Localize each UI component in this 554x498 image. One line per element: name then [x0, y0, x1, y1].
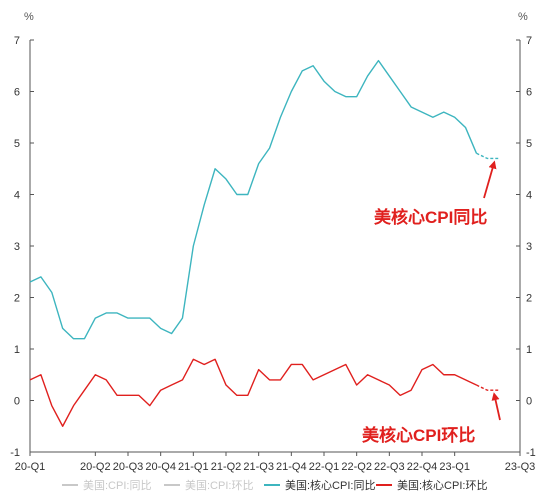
- series-line-2: [29, 59, 478, 340]
- annotation-label: 美核心CPI同比: [374, 207, 487, 227]
- x-tick-label: 23-Q1: [439, 461, 470, 473]
- left-y-tick-label: 0: [14, 396, 20, 408]
- left-axis-unit: %: [24, 11, 34, 23]
- x-tick-label: 22-Q3: [374, 461, 405, 473]
- legend-label: 美国:核心CPI:环比: [397, 478, 487, 492]
- axes: % % -1 -1 0 0 1 1 2 2 3 3 4 4 5 5 6 6 7 7 20-Q1 20-Q2 20-Q3 20-…: [10, 11, 536, 473]
- x-tick-label: 20-Q4: [145, 461, 176, 473]
- x-tick-label: 22-Q2: [341, 461, 372, 473]
- right-y-tick-label: -1: [526, 447, 536, 459]
- legend-label: 美国:CPI:环比: [185, 479, 253, 492]
- x-tick-label: 20-Q3: [113, 461, 144, 473]
- right-axis-unit: %: [518, 11, 528, 23]
- x-tick-label: 21-Q1: [178, 461, 209, 473]
- x-tick-label: 20-Q1: [15, 461, 46, 473]
- right-y-tick-label: 1: [526, 344, 532, 356]
- x-tick-label: 21-Q2: [211, 461, 242, 473]
- x-tick-label: 20-Q2: [80, 461, 111, 473]
- left-y-tick-label: 5: [14, 138, 20, 150]
- annotation-arrow: [483, 160, 497, 199]
- annotation-label: 美核心CPI环比: [362, 425, 475, 445]
- annotation-arrow: [491, 392, 501, 421]
- right-y-tick-label: 3: [526, 241, 532, 253]
- left-y-tick-label: 6: [14, 87, 20, 99]
- legend: 美国:CPI:同比 美国:CPI:环比 美国:核心CPI:同比 美国:核心CPI:环比: [62, 478, 487, 492]
- x-tick-label: 22-Q1: [309, 461, 340, 473]
- legend-label: 美国:CPI:同比: [83, 479, 151, 492]
- series-line-dashed-2: [476, 152, 499, 160]
- left-y-tick-label: 7: [14, 35, 20, 47]
- right-y-tick-label: 4: [526, 190, 532, 202]
- right-y-tick-label: 0: [526, 396, 532, 408]
- left-y-tick-label: 2: [14, 293, 20, 305]
- left-y-tick-label: 1: [14, 344, 20, 356]
- x-tick-label: 22-Q4: [407, 461, 438, 473]
- x-tick-label: 21-Q4: [276, 461, 307, 473]
- legend-label: 美国:核心CPI:同比: [285, 478, 375, 492]
- series-layer: [29, 59, 499, 427]
- right-y-tick-label: 6: [526, 87, 532, 99]
- right-y-tick-label: 7: [526, 35, 532, 47]
- series-line-3: [29, 358, 477, 427]
- right-y-tick-label: 5: [526, 138, 532, 150]
- series-line-dashed-3: [476, 384, 499, 391]
- right-y-tick-label: 2: [526, 293, 532, 305]
- left-y-tick-label: -1: [10, 447, 20, 459]
- x-tick-label: 21-Q3: [243, 461, 274, 473]
- left-y-tick-label: 4: [14, 190, 20, 202]
- left-y-tick-label: 3: [14, 241, 20, 253]
- x-tick-label: 23-Q3: [505, 461, 536, 473]
